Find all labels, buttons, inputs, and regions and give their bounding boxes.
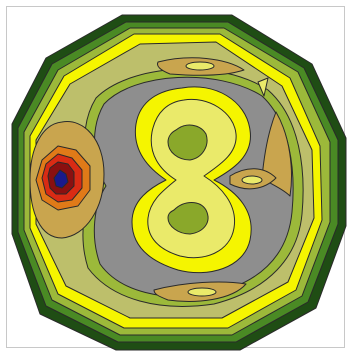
contour-left-navy [53, 169, 69, 189]
contour-bump-bottom [187, 287, 217, 297]
contour-core-upper [167, 124, 208, 161]
contour-bump-top [185, 61, 215, 71]
contour-bump-right [241, 175, 263, 185]
contour-bump-small [257, 77, 269, 97]
contour-core-lower [167, 202, 209, 235]
